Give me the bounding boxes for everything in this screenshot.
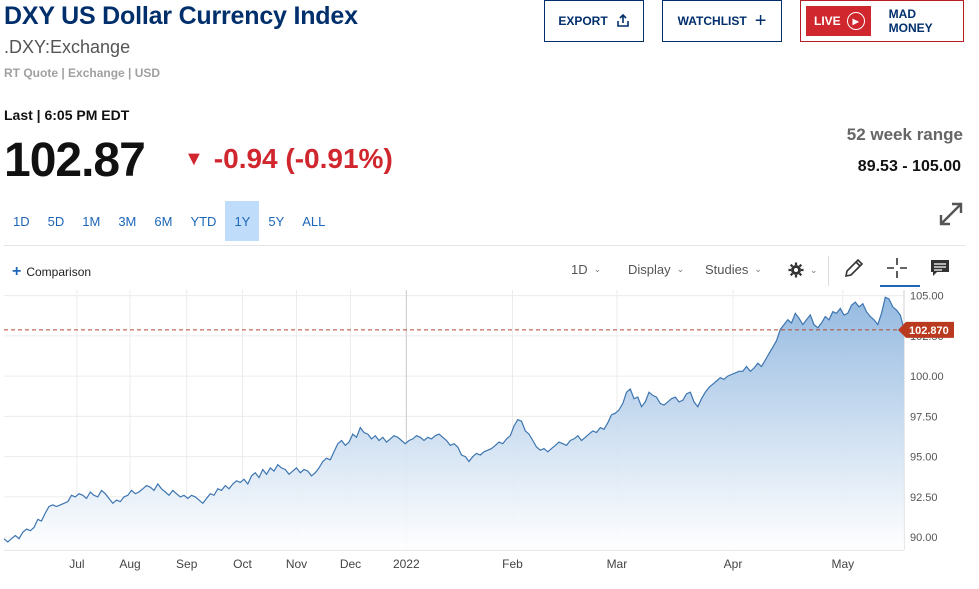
y-tick-label: 100.00 (910, 371, 944, 383)
crosshair-active-indicator (880, 285, 920, 287)
comparison-button[interactable]: + Comparison (12, 263, 91, 281)
tab-1d[interactable]: 1D (13, 213, 30, 229)
y-tick-label: 97.50 (910, 411, 938, 423)
gear-icon (788, 262, 804, 278)
toolbar-separator (828, 256, 829, 286)
week-range-label: 52 week range (846, 125, 963, 144)
x-tick-label: Apr (724, 557, 743, 571)
share-icon (616, 14, 629, 27)
tab-5y[interactable]: 5Y (268, 213, 285, 229)
price-line (3, 296, 905, 543)
page-title: DXY US Dollar Currency Index (4, 2, 358, 30)
y-tick-label: 105.00 (910, 291, 944, 303)
expand-icon[interactable] (938, 201, 964, 227)
x-tick-label: Nov (286, 557, 307, 571)
pencil-icon[interactable] (842, 256, 866, 280)
x-tick-label: Feb (502, 557, 523, 571)
tab-6m[interactable]: 6M (154, 213, 173, 229)
tab-3m[interactable]: 3M (118, 213, 137, 229)
chevron-down-icon: ⌄ (754, 264, 762, 274)
interval-value: 1D (571, 262, 588, 277)
export-button[interactable]: EXPORT (544, 0, 644, 42)
time-range-tabs: 1D 5D 1M 3M 6M YTD 1Y 5Y ALL (4, 201, 334, 241)
interval-select[interactable]: 1D ⌄ (571, 262, 601, 277)
plus-icon: + (12, 263, 22, 280)
x-tick-label: Aug (119, 557, 140, 571)
mad-money-label: MAD MONEY (888, 7, 933, 35)
live-mad-money-button[interactable]: LIVE ▶ MAD MONEY (800, 0, 964, 42)
chevron-down-icon: ⌄ (593, 264, 602, 274)
y-tick-label: 90.00 (910, 532, 938, 544)
tab-ytd[interactable]: YTD (190, 213, 217, 229)
crosshair-icon[interactable] (885, 256, 909, 280)
x-tick-label: Mar (607, 557, 628, 571)
price-change-value: -0.94 (-0.91%) (213, 143, 393, 174)
export-label: EXPORT (558, 14, 608, 28)
display-label: Display (628, 262, 671, 277)
chevron-down-icon: ⌄ (676, 264, 685, 274)
x-tick-label: Oct (233, 557, 252, 571)
y-tick-label: 95.00 (910, 452, 938, 464)
live-label: LIVE (814, 14, 841, 28)
tab-1y[interactable]: 1Y (225, 201, 260, 241)
comment-icon[interactable] (928, 256, 952, 280)
watchlist-label: WATCHLIST (677, 14, 747, 28)
down-arrow-icon: ▼ (184, 147, 204, 170)
y-tick-label: 92.50 (910, 492, 938, 504)
play-icon: ▶ (846, 12, 865, 30)
x-tick-label: Sep (176, 557, 198, 571)
tab-1m[interactable]: 1M (82, 213, 101, 229)
chevron-down-icon: ⌄ (810, 264, 818, 275)
watchlist-button[interactable]: WATCHLIST + (662, 0, 782, 42)
last-value-tag (898, 321, 954, 338)
tab-5d[interactable]: 5D (47, 213, 65, 229)
toolbar-divider (4, 245, 965, 246)
live-badge: LIVE ▶ (806, 6, 871, 36)
x-tick-label: 2022 (393, 557, 420, 571)
last-value-label: 102.870 (909, 325, 949, 337)
quote-meta: RT Quote | Exchange | USD (4, 66, 161, 80)
comparison-label: Comparison (26, 265, 92, 279)
studies-label: Studies (705, 262, 749, 277)
x-tick-label: Dec (340, 557, 361, 571)
tab-all[interactable]: ALL (302, 213, 326, 229)
last-price: 102.87 (4, 134, 146, 187)
display-menu[interactable]: Display ⌄ (628, 262, 684, 277)
price-area (4, 297, 904, 550)
plus-icon: + (754, 10, 767, 32)
price-change: ▼ -0.94 (-0.91%) (184, 143, 393, 175)
last-time-label: Last | 6:05 PM EDT (4, 107, 130, 123)
symbol-label: .DXY:Exchange (4, 37, 131, 57)
week-range-value: 89.53 - 105.00 (857, 158, 961, 175)
studies-menu[interactable]: Studies ⌄ (705, 262, 762, 277)
x-tick-label: Jul (69, 557, 84, 571)
x-tick-label: May (831, 557, 854, 571)
price-chart[interactable]: 105.00102.50100.0097.5095.0092.5090.00Ju… (0, 288, 979, 589)
settings-menu[interactable]: ⌄ (788, 262, 818, 278)
